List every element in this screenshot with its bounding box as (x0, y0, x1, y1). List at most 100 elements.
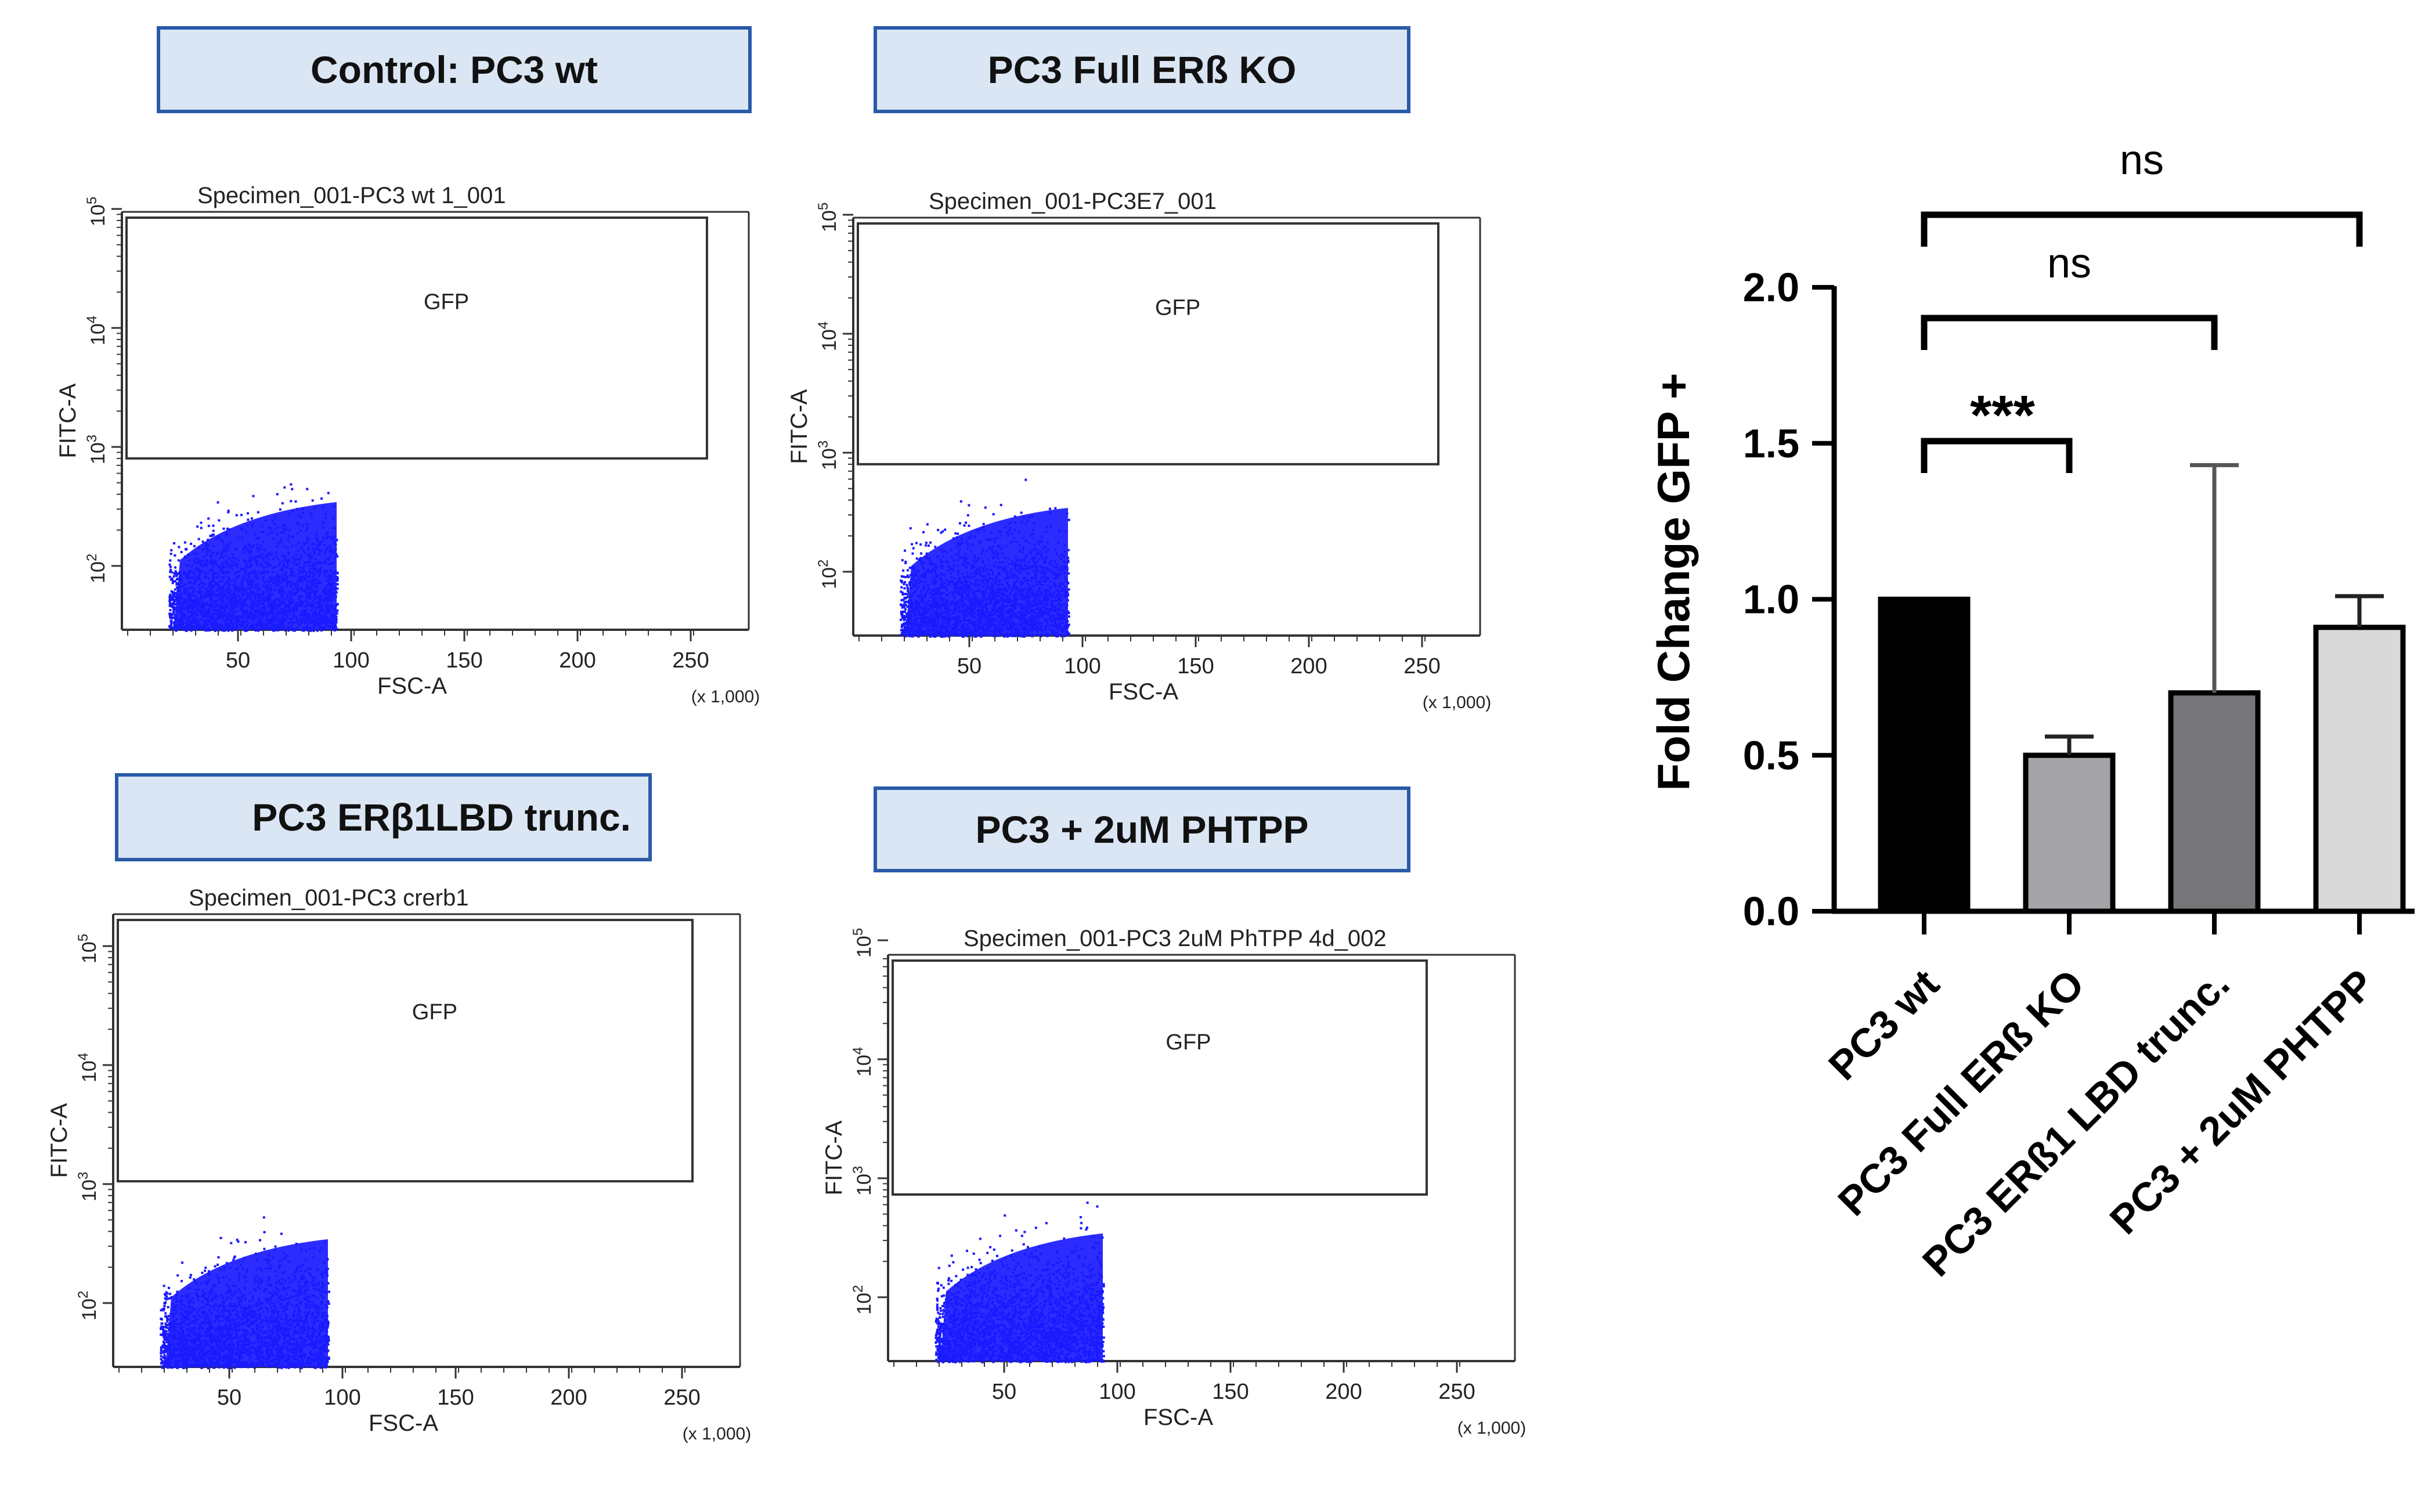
scatter-dot (168, 564, 171, 566)
y-tick-exponent: 5 (84, 197, 100, 204)
banner-erb1-lbd-trunc: PC3 ERβ1LBD trunc. (115, 773, 652, 861)
scatter-dot (171, 620, 173, 622)
scatter-dot (983, 523, 985, 525)
y-tick-base: 10 (87, 323, 109, 345)
scatter-dot (925, 542, 928, 544)
scatter-dot (984, 507, 987, 509)
flow-x-label: FSC-A (377, 673, 447, 699)
scatter-dot (904, 627, 906, 630)
flow-y-tick-label: 104 (84, 316, 109, 345)
banner-control-wt: Control: PC3 wt (157, 26, 752, 113)
scatter-dot (901, 559, 904, 561)
scatter-dot (173, 572, 175, 575)
scatter-dot (901, 607, 904, 609)
scatter-dot (919, 543, 922, 546)
scatter-dot (917, 636, 919, 638)
scatter-dot (1023, 636, 1026, 638)
scatter-dot (900, 619, 902, 621)
scatter-dot (169, 598, 172, 601)
scatter-dot (291, 488, 293, 490)
scatter-dot (1068, 612, 1070, 614)
scatter-dot (902, 569, 904, 572)
scatter-dot (968, 504, 970, 507)
scatter-dot (941, 531, 944, 533)
scatter-dot (276, 493, 279, 495)
scatter-dot (214, 630, 217, 632)
scatter-dot (190, 543, 192, 545)
flow-x-tick-label: 200 (559, 648, 596, 673)
scatter-dot (905, 597, 908, 599)
scatter-dot (172, 580, 174, 582)
gfp-gate-label: GFP (1155, 296, 1200, 320)
scatter-dot (929, 542, 932, 544)
scatter-dot (337, 583, 339, 586)
scatter-dot (934, 636, 937, 638)
scatter-dot (227, 511, 229, 514)
scatter-dot (193, 545, 196, 547)
scatter-dot (169, 576, 171, 578)
gfp-gate (127, 218, 707, 459)
scatter-dot (175, 630, 177, 632)
scatter-dot (170, 553, 172, 555)
scatter-dot (1068, 589, 1070, 591)
scatter-dot (172, 597, 174, 599)
y-tick-base: 10 (87, 561, 109, 583)
scatter-dot (957, 533, 959, 535)
y-tick-base: 10 (87, 442, 109, 464)
scatter-dot (212, 533, 215, 536)
scatter-dot (907, 590, 909, 593)
scatter-dot (954, 532, 957, 535)
gfp-gate (858, 223, 1438, 464)
flow-plot-title: Specimen_001-PC3E7_001 (929, 189, 1217, 214)
scatter-dot (962, 636, 965, 638)
scatter-dot (968, 525, 970, 527)
scatter-dot (904, 608, 907, 611)
scatter-dot (902, 593, 904, 596)
scatter-dot (173, 603, 175, 605)
scatter-dot (169, 560, 171, 562)
y-tick-exponent: 3 (84, 435, 100, 442)
scatter-dot (901, 580, 903, 583)
scatter-dot (240, 514, 243, 516)
scatter-dot (257, 511, 259, 514)
flow-x-tick-label: 100 (333, 648, 369, 673)
scatter-dot (247, 512, 249, 514)
scatter-dot (170, 549, 172, 551)
scatter-dot (200, 522, 203, 524)
scatter-dot (218, 519, 220, 522)
scatter-dot (911, 553, 914, 555)
scatter-dot (169, 566, 172, 568)
scatter-dot (320, 497, 323, 500)
scatter-dot (1020, 511, 1023, 514)
flow-x-tick-label: 250 (672, 648, 709, 673)
scatter-dot (900, 586, 903, 589)
scatter-dot (175, 575, 178, 577)
scatter-dot (1024, 479, 1027, 481)
scatter-dot (184, 542, 186, 544)
scatter-dot (247, 519, 249, 521)
scatter-dot (178, 546, 180, 548)
flow-plot-title: Specimen_001-PC3 wt 1_001 (197, 183, 506, 208)
scatter-dot (1006, 636, 1009, 638)
flow-x-multiplier: (x 1,000) (691, 687, 760, 706)
scatter-dot (169, 571, 171, 573)
scatter-dot (175, 572, 178, 575)
scatter-dot (922, 531, 925, 533)
scatter-dot (904, 550, 906, 552)
scatter-dot (217, 501, 219, 504)
y-tick-exponent: 2 (84, 554, 100, 561)
scatter-dot (327, 492, 330, 495)
scatter-dot (212, 525, 215, 527)
scatter-dot (174, 599, 176, 601)
scatter-dot (207, 517, 210, 519)
scatter-dot (1000, 504, 1002, 506)
scatter-dot (174, 589, 176, 591)
scatter-dot (173, 594, 175, 596)
scatter-dot (1068, 519, 1070, 521)
scatter-dot (290, 500, 292, 502)
scatter-dot (236, 514, 238, 517)
scatter-dot (960, 500, 962, 503)
